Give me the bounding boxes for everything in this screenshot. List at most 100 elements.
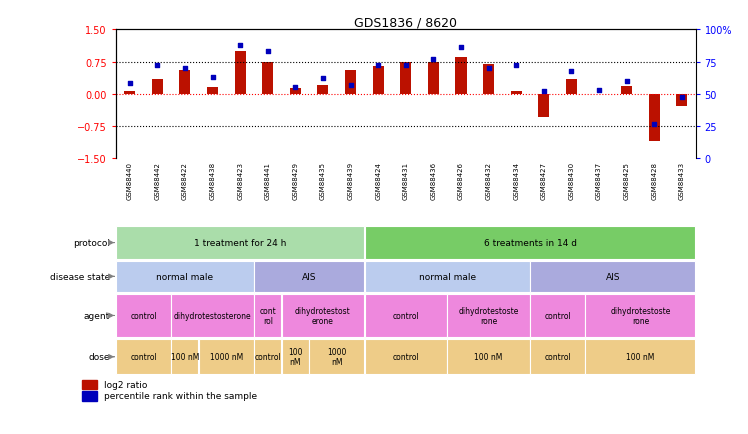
Point <box>317 76 329 82</box>
Text: disease state: disease state <box>50 272 110 281</box>
Text: control: control <box>545 311 571 320</box>
Point <box>455 45 467 52</box>
Text: dihydrotestoste
rone: dihydrotestoste rone <box>610 306 671 326</box>
Text: GSM88431: GSM88431 <box>402 162 409 200</box>
Bar <box>483 65 494 94</box>
Point <box>399 63 411 70</box>
Text: dihydrotestoste
rone: dihydrotestoste rone <box>459 306 519 326</box>
Point <box>427 56 439 63</box>
Text: GSM88434: GSM88434 <box>513 162 519 200</box>
Text: GSM88441: GSM88441 <box>265 162 271 200</box>
FancyBboxPatch shape <box>116 261 254 292</box>
Text: 100 nM: 100 nM <box>474 352 503 362</box>
Point <box>538 89 550 95</box>
FancyBboxPatch shape <box>530 340 585 374</box>
FancyBboxPatch shape <box>365 261 530 292</box>
FancyBboxPatch shape <box>254 261 364 292</box>
Point <box>234 42 246 49</box>
Point <box>179 65 191 72</box>
Text: GSM88432: GSM88432 <box>485 162 491 200</box>
Text: GSM88426: GSM88426 <box>458 162 464 200</box>
Text: control: control <box>545 352 571 362</box>
Bar <box>82 391 97 401</box>
Text: GSM88433: GSM88433 <box>679 162 685 200</box>
Point <box>676 95 688 102</box>
Text: GSM88425: GSM88425 <box>624 162 630 200</box>
Bar <box>317 86 328 94</box>
Point <box>151 63 163 70</box>
Text: AIS: AIS <box>606 272 620 281</box>
Bar <box>290 89 301 94</box>
Point <box>649 122 660 128</box>
Text: AIS: AIS <box>302 272 316 281</box>
Bar <box>263 62 273 94</box>
FancyBboxPatch shape <box>254 340 281 374</box>
Bar <box>539 94 549 118</box>
FancyBboxPatch shape <box>282 340 309 374</box>
Text: GSM88428: GSM88428 <box>652 162 657 200</box>
Text: 100 nM: 100 nM <box>171 352 199 362</box>
Text: GSM88422: GSM88422 <box>182 162 188 200</box>
Text: normal male: normal male <box>156 272 213 281</box>
Text: control: control <box>393 352 419 362</box>
Text: GSM88438: GSM88438 <box>209 162 215 200</box>
Text: protocol: protocol <box>73 239 110 247</box>
Bar <box>345 71 356 94</box>
Text: GSM88437: GSM88437 <box>596 162 602 200</box>
Bar <box>400 62 411 94</box>
Text: GSM88429: GSM88429 <box>292 162 298 200</box>
Bar <box>593 94 604 95</box>
FancyBboxPatch shape <box>365 294 447 337</box>
Text: GSM88430: GSM88430 <box>568 162 574 200</box>
Text: 100
nM: 100 nM <box>288 347 303 367</box>
FancyBboxPatch shape <box>530 294 585 337</box>
Text: 100 nM: 100 nM <box>626 352 654 362</box>
Text: dihydrotestosterone: dihydrotestosterone <box>174 311 251 320</box>
Point <box>289 85 301 92</box>
Title: GDS1836 / 8620: GDS1836 / 8620 <box>355 16 457 29</box>
Text: control: control <box>393 311 419 320</box>
Point <box>123 81 135 88</box>
Text: 1 treatment for 24 h: 1 treatment for 24 h <box>194 239 286 247</box>
Bar <box>621 87 632 94</box>
Text: control: control <box>130 352 157 362</box>
FancyBboxPatch shape <box>171 294 254 337</box>
Bar <box>511 92 522 94</box>
Bar <box>235 52 245 94</box>
Bar <box>649 94 660 141</box>
Bar <box>82 380 97 390</box>
FancyBboxPatch shape <box>282 294 364 337</box>
Bar <box>207 88 218 94</box>
Bar <box>428 63 439 94</box>
Text: 6 treatments in 14 d: 6 treatments in 14 d <box>483 239 577 247</box>
FancyBboxPatch shape <box>116 340 171 374</box>
Point <box>510 63 522 70</box>
Point <box>206 74 218 81</box>
Text: control: control <box>254 352 281 362</box>
Text: 1000
nM: 1000 nM <box>327 347 346 367</box>
FancyBboxPatch shape <box>254 294 281 337</box>
FancyBboxPatch shape <box>447 340 530 374</box>
FancyBboxPatch shape <box>530 261 696 292</box>
Text: control: control <box>130 311 157 320</box>
Text: GSM88442: GSM88442 <box>154 162 160 200</box>
Text: GSM88424: GSM88424 <box>375 162 381 200</box>
Text: log2 ratio: log2 ratio <box>105 380 148 389</box>
FancyBboxPatch shape <box>310 340 364 374</box>
Text: agent: agent <box>84 311 110 320</box>
Text: percentile rank within the sample: percentile rank within the sample <box>105 391 257 400</box>
Bar <box>676 94 687 107</box>
FancyBboxPatch shape <box>365 340 447 374</box>
Point <box>262 49 274 56</box>
Text: GSM88435: GSM88435 <box>320 162 326 200</box>
Point <box>621 78 633 85</box>
FancyBboxPatch shape <box>171 340 198 374</box>
Text: GSM88423: GSM88423 <box>237 162 243 200</box>
Bar <box>456 58 467 94</box>
FancyBboxPatch shape <box>586 340 696 374</box>
Text: GSM88436: GSM88436 <box>430 162 436 200</box>
Bar <box>152 79 163 94</box>
Point <box>345 82 357 89</box>
FancyBboxPatch shape <box>116 294 171 337</box>
Text: cont
rol: cont rol <box>260 306 276 326</box>
